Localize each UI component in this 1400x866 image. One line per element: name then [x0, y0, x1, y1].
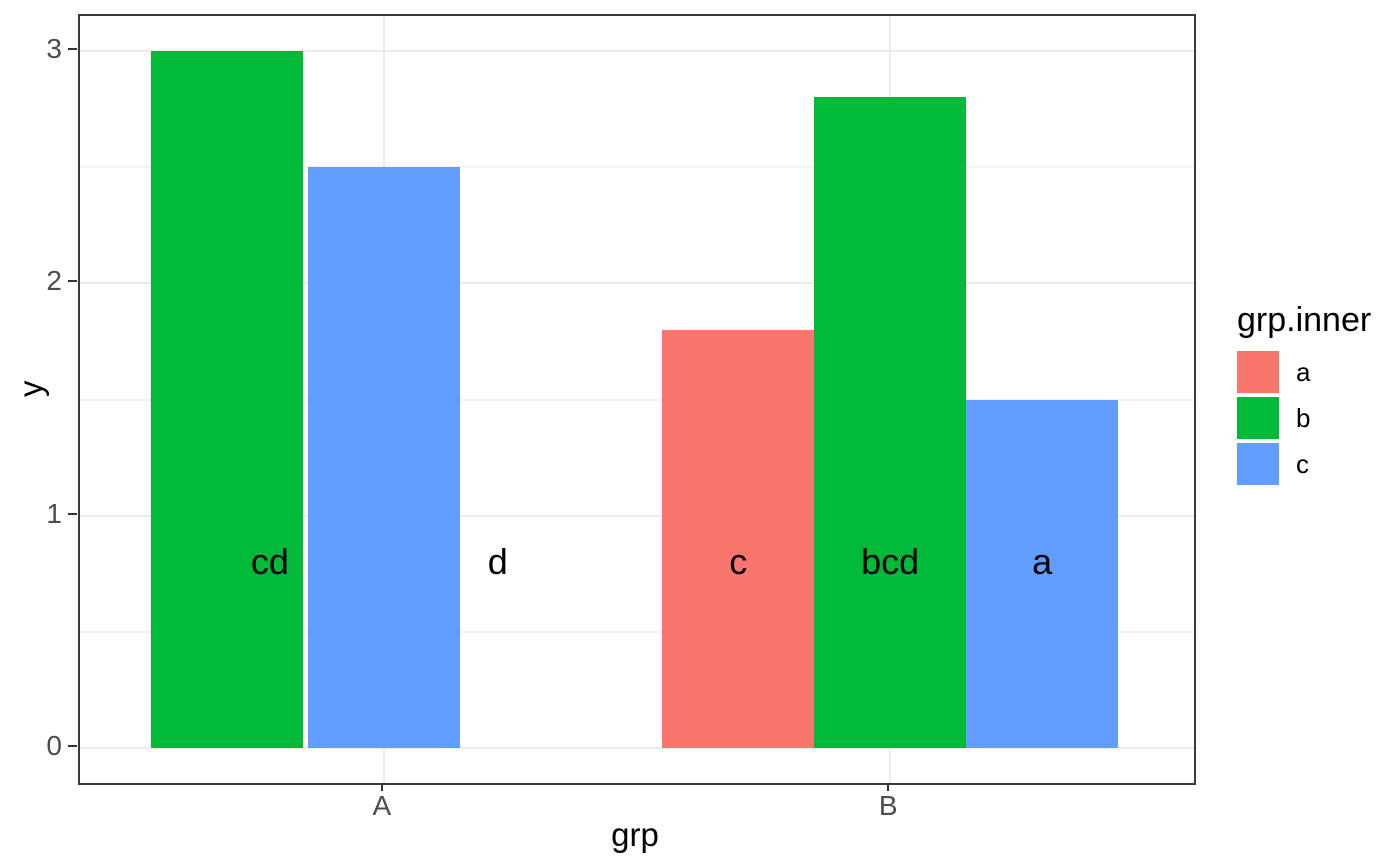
legend-label: b [1296, 403, 1311, 434]
legend-title: grp.inner [1237, 301, 1372, 339]
legend-swatch-a [1237, 351, 1279, 394]
legend-key-a: a [1237, 351, 1371, 394]
y-tick-mark [68, 745, 77, 748]
y-tick-mark [68, 280, 77, 283]
bar-letter-label: cd [250, 541, 289, 583]
gridline-major-y [80, 747, 1194, 750]
y-tick-label: 0 [46, 730, 62, 762]
x-axis-title: grp [611, 816, 659, 853]
bar-letter-label: a [1032, 541, 1053, 583]
bar-B-b [814, 97, 967, 749]
y-tick-label: 3 [46, 32, 62, 64]
bar-letter-label: d [487, 541, 508, 583]
legend-swatch-b [1237, 397, 1279, 440]
legend-label: a [1296, 357, 1311, 388]
x-tick-mark [887, 783, 890, 791]
legend-key-b: b [1237, 397, 1371, 440]
gridline-major-y [80, 514, 1194, 517]
legend-swatch-c [1237, 443, 1279, 486]
x-tick-mark [380, 783, 383, 791]
x-tick-label: B [878, 790, 898, 821]
x-tick-label: A [372, 790, 392, 821]
bar-B-c [966, 399, 1119, 749]
bar-B-a [662, 329, 815, 749]
y-tick-mark [68, 512, 77, 515]
bar-letter-label: c [729, 541, 748, 583]
bar-A-b [150, 50, 303, 749]
plot-panel: cd d c bcd a [78, 14, 1196, 785]
legend-label: c [1296, 449, 1309, 480]
bar-letter-label: bcd [861, 541, 920, 583]
y-tick-label: 1 [46, 497, 62, 529]
gridline-major-y [80, 282, 1194, 285]
gridline-minor-y [80, 630, 1194, 633]
gridline-minor-y [80, 166, 1194, 169]
gridline-minor-y [80, 398, 1194, 401]
gridline-major-y [80, 49, 1194, 52]
y-tick-label: 2 [46, 265, 62, 297]
legend-key-c: c [1237, 443, 1371, 486]
y-tick-mark [68, 47, 77, 50]
bar-A-c [307, 167, 460, 749]
